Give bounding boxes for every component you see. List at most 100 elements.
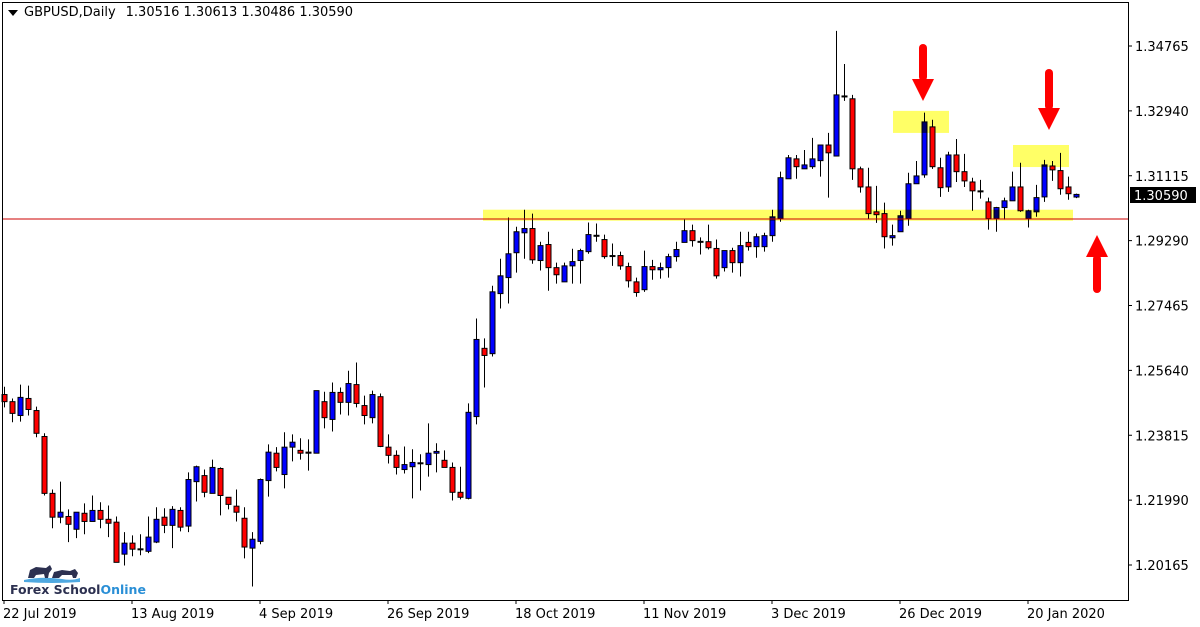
dropdown-triangle-icon[interactable] — [8, 9, 18, 16]
bear-candle-body — [377, 396, 384, 447]
candle — [465, 403, 472, 500]
bear-candle-body — [161, 516, 168, 526]
candle — [457, 466, 464, 500]
bull-candle-body — [425, 452, 432, 466]
bull-candle-body — [17, 396, 24, 417]
bear-candle-body — [81, 512, 88, 522]
bull-candle-body — [817, 144, 824, 162]
current-price-label: 1.30590 — [1130, 187, 1196, 204]
resistance-zone-1[interactable] — [893, 110, 949, 133]
bull-candle-body — [593, 234, 600, 237]
candle — [617, 251, 624, 270]
up-arrow-icon[interactable] — [1086, 235, 1108, 293]
bull-candle-body — [665, 256, 672, 269]
bear-candle-body — [113, 521, 120, 563]
bull-candle-body — [497, 275, 504, 295]
x-tick-label: 22 Jul 2019 — [3, 607, 77, 622]
current-price-text: 1.30590 — [1134, 189, 1188, 204]
candle — [73, 511, 80, 539]
bear-candle-body — [545, 244, 552, 269]
bull-candle-body — [913, 175, 920, 185]
candle — [401, 446, 408, 474]
bull-candle-body — [145, 536, 152, 552]
bear-candle-body — [49, 492, 56, 518]
candle — [641, 250, 648, 292]
candle — [313, 390, 320, 454]
bear-candle-body — [841, 95, 848, 98]
bear-candle-body — [977, 190, 984, 193]
bull-candle-body — [569, 261, 576, 267]
y-tick-label: 1.27465 — [1135, 300, 1189, 315]
bear-candle-body — [481, 347, 488, 356]
bear-candle-body — [105, 518, 112, 524]
candle — [297, 438, 304, 460]
bear-candle-body — [1057, 170, 1064, 190]
candle — [705, 224, 712, 250]
bull-candle-body — [889, 235, 896, 239]
x-tick-label: 4 Sep 2019 — [259, 607, 333, 622]
bull-candle-body — [169, 508, 176, 526]
candle — [105, 505, 112, 538]
candle — [1009, 171, 1016, 202]
bear-candle-body — [385, 446, 392, 456]
bull-candle-body — [721, 250, 728, 269]
candle — [841, 63, 848, 101]
bull-candle-body — [249, 538, 256, 549]
candle — [825, 132, 832, 198]
candle — [201, 469, 208, 498]
y-tick-label: 1.32940 — [1135, 105, 1189, 120]
candle — [681, 219, 688, 243]
x-tick-label: 18 Oct 2019 — [515, 607, 595, 622]
candle — [545, 231, 552, 291]
bear-candle-body — [689, 230, 696, 242]
bull-candle-body — [657, 267, 664, 271]
candle — [233, 489, 240, 522]
bull-candle-body — [409, 461, 416, 468]
candle — [209, 459, 216, 494]
bull-candle-body — [761, 235, 768, 248]
candle — [593, 223, 600, 242]
candle — [833, 30, 840, 157]
bull-candle-body — [1041, 164, 1048, 198]
down-arrow-icon[interactable] — [1038, 69, 1060, 130]
bull-candle-body — [489, 291, 496, 355]
bull-candle-body — [753, 236, 760, 248]
candle — [153, 507, 160, 544]
bull-candle-body — [785, 157, 792, 180]
bull-candle-body — [945, 154, 952, 188]
candle — [745, 231, 752, 251]
bull-candle-body — [313, 390, 320, 454]
bear-candle-body — [233, 505, 240, 513]
candle — [337, 387, 344, 415]
bear-candle-body — [793, 158, 800, 168]
bear-candle-body — [177, 509, 184, 528]
bear-candle-body — [273, 452, 280, 468]
candle — [785, 154, 792, 180]
candle — [121, 532, 128, 566]
bear-candle-body — [729, 250, 736, 264]
y-tick-label: 1.21990 — [1135, 494, 1189, 509]
candle — [81, 503, 88, 535]
candle — [145, 516, 152, 554]
bull-candle-body — [73, 511, 80, 530]
bear-candle-body — [937, 167, 944, 189]
bear-candle-body — [617, 255, 624, 267]
bull-candle-body — [1073, 193, 1080, 198]
support-zone[interactable] — [483, 209, 1073, 221]
candle — [689, 224, 696, 247]
bear-candle-body — [529, 228, 536, 261]
candle — [41, 433, 48, 496]
bear-candle-body — [25, 397, 32, 410]
candle — [425, 423, 432, 477]
candle — [665, 253, 672, 278]
candle — [345, 370, 352, 416]
resistance-zone-2[interactable] — [1013, 145, 1069, 168]
chart-header: GBPUSD,Daily 1.30516 1.30613 1.30486 1.3… — [8, 5, 353, 20]
bear-candle-body — [625, 266, 632, 282]
down-arrow-icon[interactable] — [912, 44, 934, 101]
chart-frame — [2, 2, 1129, 601]
bear-candle-body — [393, 454, 400, 468]
candle — [633, 277, 640, 297]
candle — [441, 450, 448, 468]
candle — [241, 507, 248, 559]
